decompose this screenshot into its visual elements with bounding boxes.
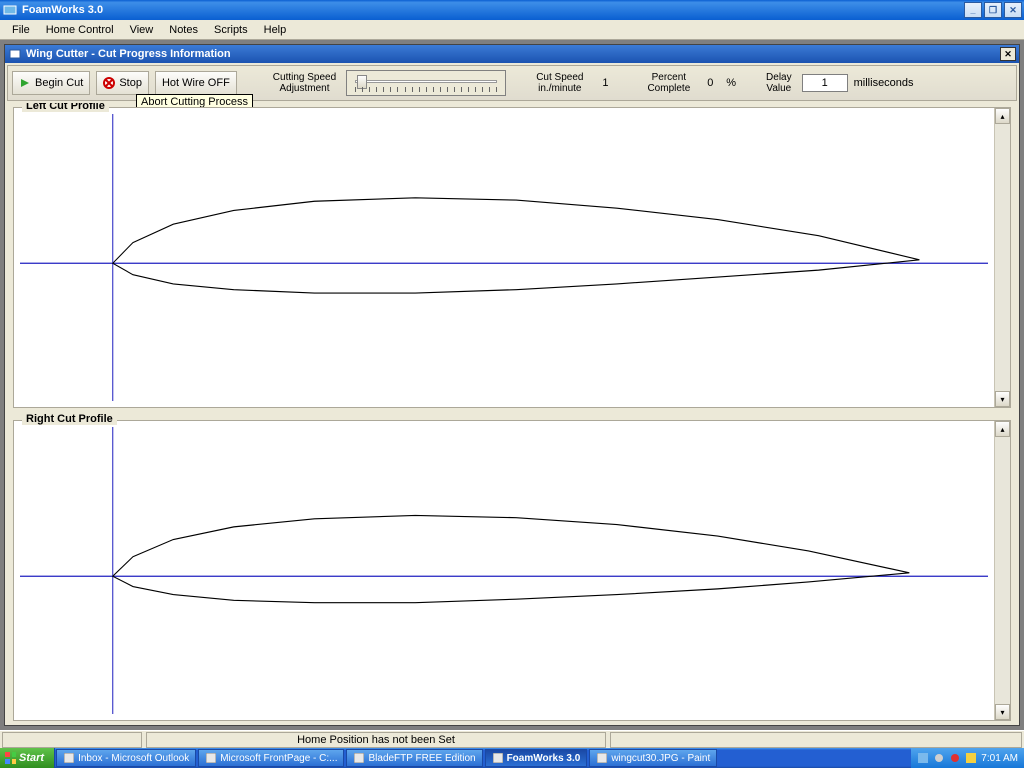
child-title: Wing Cutter - Cut Progress Information [26, 48, 231, 60]
scroll-down-icon[interactable]: ▾ [995, 704, 1010, 720]
child-titlebar: Wing Cutter - Cut Progress Information ✕ [5, 45, 1019, 63]
speed-slider[interactable] [346, 70, 506, 96]
percent-symbol: % [726, 77, 736, 89]
left-scroll[interactable]: ▴ ▾ [994, 108, 1010, 407]
delay-label: Delay Value [762, 72, 796, 94]
taskbar-item-label: Inbox - Microsoft Outlook [78, 753, 189, 764]
delay-unit: milliseconds [854, 77, 914, 89]
system-tray[interactable]: 7:01 AM [911, 748, 1024, 768]
app-icon [63, 752, 75, 764]
scroll-down-icon[interactable]: ▾ [995, 391, 1010, 407]
status-home-msg: Home Position has not been Set [146, 732, 606, 748]
tray-icon-4[interactable] [965, 752, 977, 764]
taskbar: Start Inbox - Microsoft Outlook Microsoft… [0, 748, 1024, 768]
stop-label: Stop [119, 77, 142, 89]
menu-notes[interactable]: Notes [161, 22, 206, 38]
cutspeed-label: Cut Speed in./minute [532, 72, 587, 94]
begin-cut-button[interactable]: Begin Cut [12, 71, 90, 95]
play-icon [19, 77, 31, 89]
hotwire-label: Hot Wire OFF [162, 77, 230, 89]
app-icon [205, 752, 217, 764]
taskbar-item-label: BladeFTP FREE Edition [368, 753, 475, 764]
left-profile-plot [20, 114, 988, 401]
right-profile-panel: Right Cut Profile ▴ ▾ [13, 420, 1011, 721]
restore-button[interactable]: ❐ [984, 2, 1002, 18]
app-icon [596, 752, 608, 764]
right-scroll[interactable]: ▴ ▾ [994, 421, 1010, 720]
child-close-button[interactable]: ✕ [1000, 47, 1016, 61]
menu-help[interactable]: Help [256, 22, 295, 38]
cutspeed-value: 1 [593, 77, 617, 89]
menu-home-control[interactable]: Home Control [38, 22, 122, 38]
app-title: FoamWorks 3.0 [22, 4, 103, 16]
start-button[interactable]: Start [0, 748, 55, 768]
app-icon [353, 752, 365, 764]
taskbar-item[interactable]: FoamWorks 3.0 [485, 749, 588, 767]
app-titlebar: FoamWorks 3.0 _ ❐ ✕ [0, 0, 1024, 20]
menu-view[interactable]: View [122, 22, 162, 38]
percent-label: Percent Complete [643, 72, 694, 94]
profile-panels: Left Cut Profile ▴ ▾ Right Cut Profile ▴ [5, 103, 1019, 725]
app-icon [2, 2, 18, 18]
hotwire-button[interactable]: Hot Wire OFF [155, 71, 237, 95]
taskbar-item-label: Microsoft FrontPage - C:... [220, 753, 337, 764]
taskbar-item-label: wingcut30.JPG - Paint [611, 753, 710, 764]
menubar: File Home Control View Notes Scripts Hel… [0, 20, 1024, 40]
child-icon [8, 47, 22, 61]
cutting-speed-label: Cutting Speed Adjustment [269, 72, 340, 94]
mdi-area: Wing Cutter - Cut Progress Information ✕… [0, 40, 1024, 730]
percent-value: 0 [700, 77, 720, 89]
tray-icon-1[interactable] [917, 752, 929, 764]
taskbar-item[interactable]: Inbox - Microsoft Outlook [56, 749, 196, 767]
status-pane-1 [2, 732, 142, 748]
taskbar-item-label: FoamWorks 3.0 [507, 753, 581, 764]
taskbar-item[interactable]: Microsoft FrontPage - C:... [198, 749, 344, 767]
delay-input[interactable]: 1 [802, 74, 848, 92]
scroll-up-icon[interactable]: ▴ [995, 108, 1010, 124]
left-profile-legend: Left Cut Profile [22, 103, 109, 112]
begin-cut-label: Begin Cut [35, 77, 83, 89]
left-profile-panel: Left Cut Profile ▴ ▾ [13, 107, 1011, 408]
start-label: Start [19, 752, 44, 764]
statusbar: Home Position has not been Set [0, 730, 1024, 748]
stop-icon [103, 77, 115, 89]
right-profile-legend: Right Cut Profile [22, 413, 117, 425]
tray-icon-2[interactable] [933, 752, 945, 764]
tray-icon-3[interactable] [949, 752, 961, 764]
scroll-up-icon[interactable]: ▴ [995, 421, 1010, 437]
close-button[interactable]: ✕ [1004, 2, 1022, 18]
taskbar-item[interactable]: wingcut30.JPG - Paint [589, 749, 717, 767]
menu-scripts[interactable]: Scripts [206, 22, 256, 38]
app-icon [492, 752, 504, 764]
right-profile-plot [20, 427, 988, 714]
menu-file[interactable]: File [4, 22, 38, 38]
minimize-button[interactable]: _ [964, 2, 982, 18]
status-pane-3 [610, 732, 1022, 748]
stop-button[interactable]: Stop [96, 71, 149, 95]
child-window: Wing Cutter - Cut Progress Information ✕… [4, 44, 1020, 726]
taskbar-item[interactable]: BladeFTP FREE Edition [346, 749, 482, 767]
toolbar: Begin Cut Stop Hot Wire OFF Abort Cuttin… [7, 65, 1017, 101]
clock: 7:01 AM [981, 753, 1018, 764]
windows-icon [4, 752, 16, 764]
